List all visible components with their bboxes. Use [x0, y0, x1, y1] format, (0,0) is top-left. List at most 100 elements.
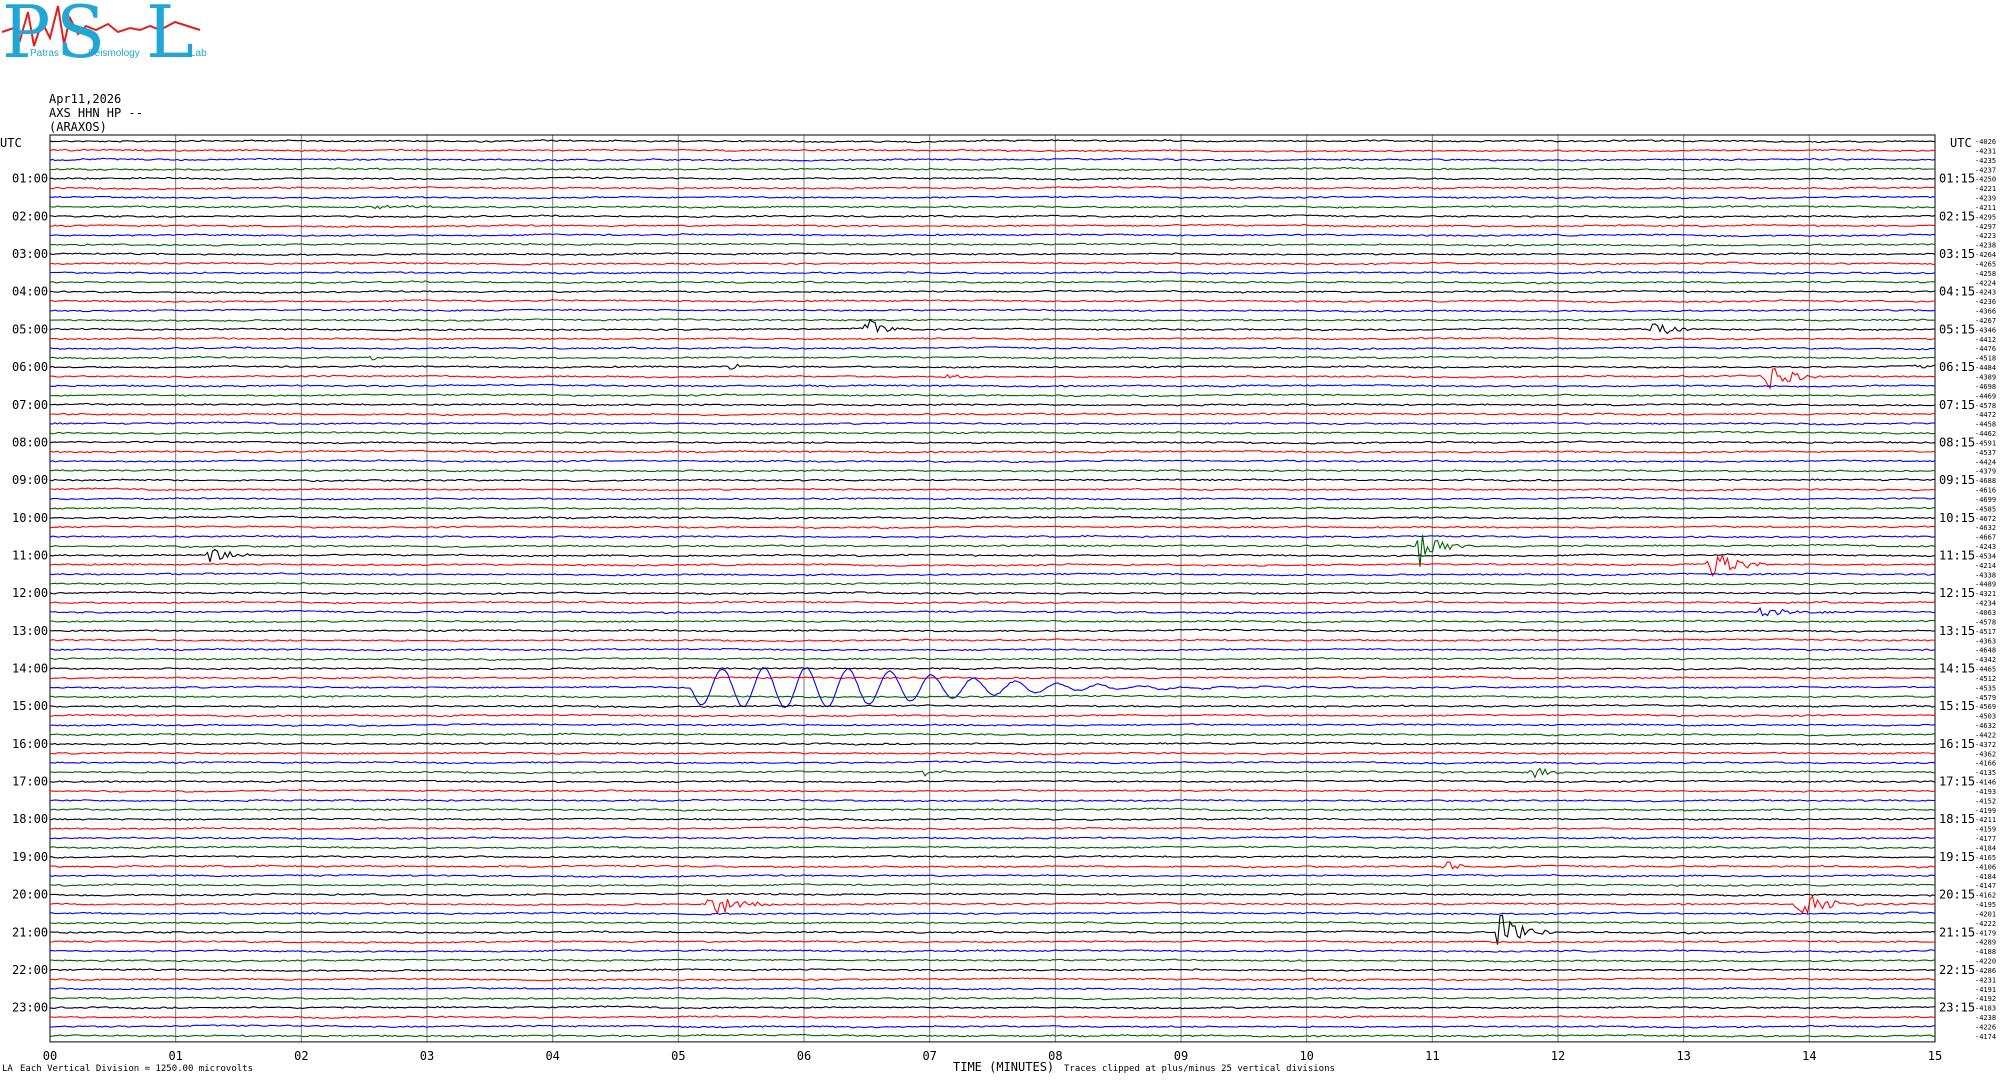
trace-line: [49, 948, 1936, 953]
trace-line: [49, 346, 1936, 351]
trace-offset-label: -4422: [1975, 731, 1996, 739]
x-tick-label: 15: [1928, 1049, 1942, 1063]
trace-offset-label: -4231: [1975, 147, 1996, 155]
trace-line: [49, 873, 1936, 878]
right-hour-label: 15:15: [1939, 699, 1975, 713]
x-tick-label: 08: [1048, 1049, 1062, 1063]
left-hour-label: 19:00: [12, 850, 48, 864]
left-utc-title: UTC: [0, 136, 22, 150]
right-hour-label: 07:15: [1939, 398, 1975, 412]
trace-offset-label: -4698: [1975, 383, 1996, 391]
clip-note: Traces clipped at plus/minus 25 vertical…: [1064, 1064, 1335, 1074]
trace-line: [49, 986, 1936, 991]
trace-offset-label: -4231: [1975, 976, 1996, 984]
trace-line: [50, 939, 1935, 944]
trace-offset-label: -4162: [1975, 892, 1996, 900]
right-hour-label: 03:15: [1939, 247, 1975, 261]
trace-line: [49, 667, 1936, 708]
right-hour-label: 21:15: [1939, 925, 1975, 939]
trace-line: [49, 911, 1936, 916]
trace-offset-label: -4235: [1975, 157, 1996, 165]
trace-line: [49, 232, 1936, 238]
left-hour-label: 21:00: [12, 925, 48, 939]
trace-offset-label: -4484: [1975, 364, 1996, 372]
trace-offset-label: -4616: [1975, 487, 1996, 495]
trace-offset-label: -4222: [1975, 920, 1996, 928]
trace-offset-label: -4192: [1975, 995, 1996, 1003]
trace-offset-label: -4503: [1975, 713, 1996, 721]
logo-word-seismology: Seismology: [88, 48, 140, 59]
trace-line: [49, 977, 1936, 982]
trace-line: [49, 308, 1936, 313]
trace-line: [49, 779, 1936, 784]
trace-line: [49, 572, 1936, 577]
trace-line: [49, 252, 1936, 256]
right-hour-label: 10:15: [1939, 511, 1975, 525]
trace-offset-label: -4214: [1975, 562, 1996, 570]
trace-offset-label: -4518: [1975, 355, 1996, 363]
trace-line: [49, 506, 1936, 511]
trace-line: [49, 355, 1936, 361]
trace-line: [49, 1015, 1936, 1019]
trace-line: [49, 534, 1936, 567]
trace-line: [49, 854, 1936, 859]
logo-letter-p: P: [2, 0, 51, 74]
trace-offset-label: -4184: [1975, 873, 1996, 881]
trace-offset-label: -4569: [1975, 703, 1996, 711]
trace-line: [49, 996, 1936, 1001]
trace-line: [49, 553, 1936, 577]
trace-offset-label: -4472: [1975, 411, 1996, 419]
trace-line: [49, 723, 1936, 727]
trace-line: [49, 337, 1936, 341]
right-hour-label: 06:15: [1939, 360, 1975, 374]
trace-offset-label: -4346: [1975, 326, 1996, 334]
right-hour-label: 02:15: [1939, 209, 1975, 223]
trace-line: [49, 807, 1936, 812]
trace-offset-label: -4063: [1975, 609, 1996, 617]
x-axis-label: TIME (MINUTES): [953, 1060, 1055, 1074]
trace-line: [49, 741, 1936, 746]
trace-offset-label: -4193: [1975, 788, 1996, 796]
trace-offset-label: -4372: [1975, 741, 1996, 749]
trace-offset-label: -4366: [1975, 308, 1996, 316]
left-hour-label: 06:00: [12, 360, 48, 374]
trace-offset-label: -4267: [1975, 317, 1996, 325]
trace-line: [49, 468, 1936, 473]
trace-line: [49, 600, 1936, 605]
trace-line: [49, 921, 1936, 925]
trace-offset-label: -4152: [1975, 797, 1996, 805]
trace-line: [49, 638, 1936, 643]
trace-line: [49, 817, 1936, 822]
trace-line: [49, 1024, 1936, 1029]
right-hour-label: 11:15: [1939, 548, 1975, 562]
trace-offset-label: -4201: [1975, 910, 1996, 918]
trace-line: [49, 515, 1936, 520]
trace-line: [49, 581, 1936, 586]
left-hour-label: 16:00: [12, 737, 48, 751]
logo-letter-s: S: [56, 0, 106, 74]
trace-offset-label: -4286: [1975, 967, 1996, 975]
trace-line: [49, 459, 1936, 464]
right-hour-label: 04:15: [1939, 285, 1975, 299]
right-hour-label: 05:15: [1939, 322, 1975, 336]
trace-offset-label: -4424: [1975, 458, 1996, 466]
left-hour-label: 08:00: [12, 435, 48, 449]
trace-offset-label: -4236: [1975, 298, 1996, 306]
trace-line: [49, 704, 1936, 709]
left-hour-label: 10:00: [12, 511, 48, 525]
trace-line: [49, 319, 1936, 335]
vertical-division-note: Each Vertical Division = 1250.00 microvo…: [20, 1064, 253, 1074]
trace-line: [49, 751, 1936, 756]
trace-line: [49, 694, 1936, 699]
trace-offset-label: -4362: [1975, 750, 1996, 758]
header-date: Apr11,2026: [49, 92, 122, 106]
left-hour-label: 23:00: [12, 1001, 48, 1015]
trace-offset-label: -4585: [1975, 505, 1996, 513]
trace-line: [49, 607, 1935, 617]
trace-offset-label: -4188: [1975, 948, 1996, 956]
trace-line: [49, 157, 1936, 162]
x-tick-label: 07: [922, 1049, 936, 1063]
trace-offset-label: -4184: [1975, 845, 1996, 853]
trace-offset-label: -4632: [1975, 524, 1996, 532]
x-tick-label: 11: [1425, 1049, 1439, 1063]
